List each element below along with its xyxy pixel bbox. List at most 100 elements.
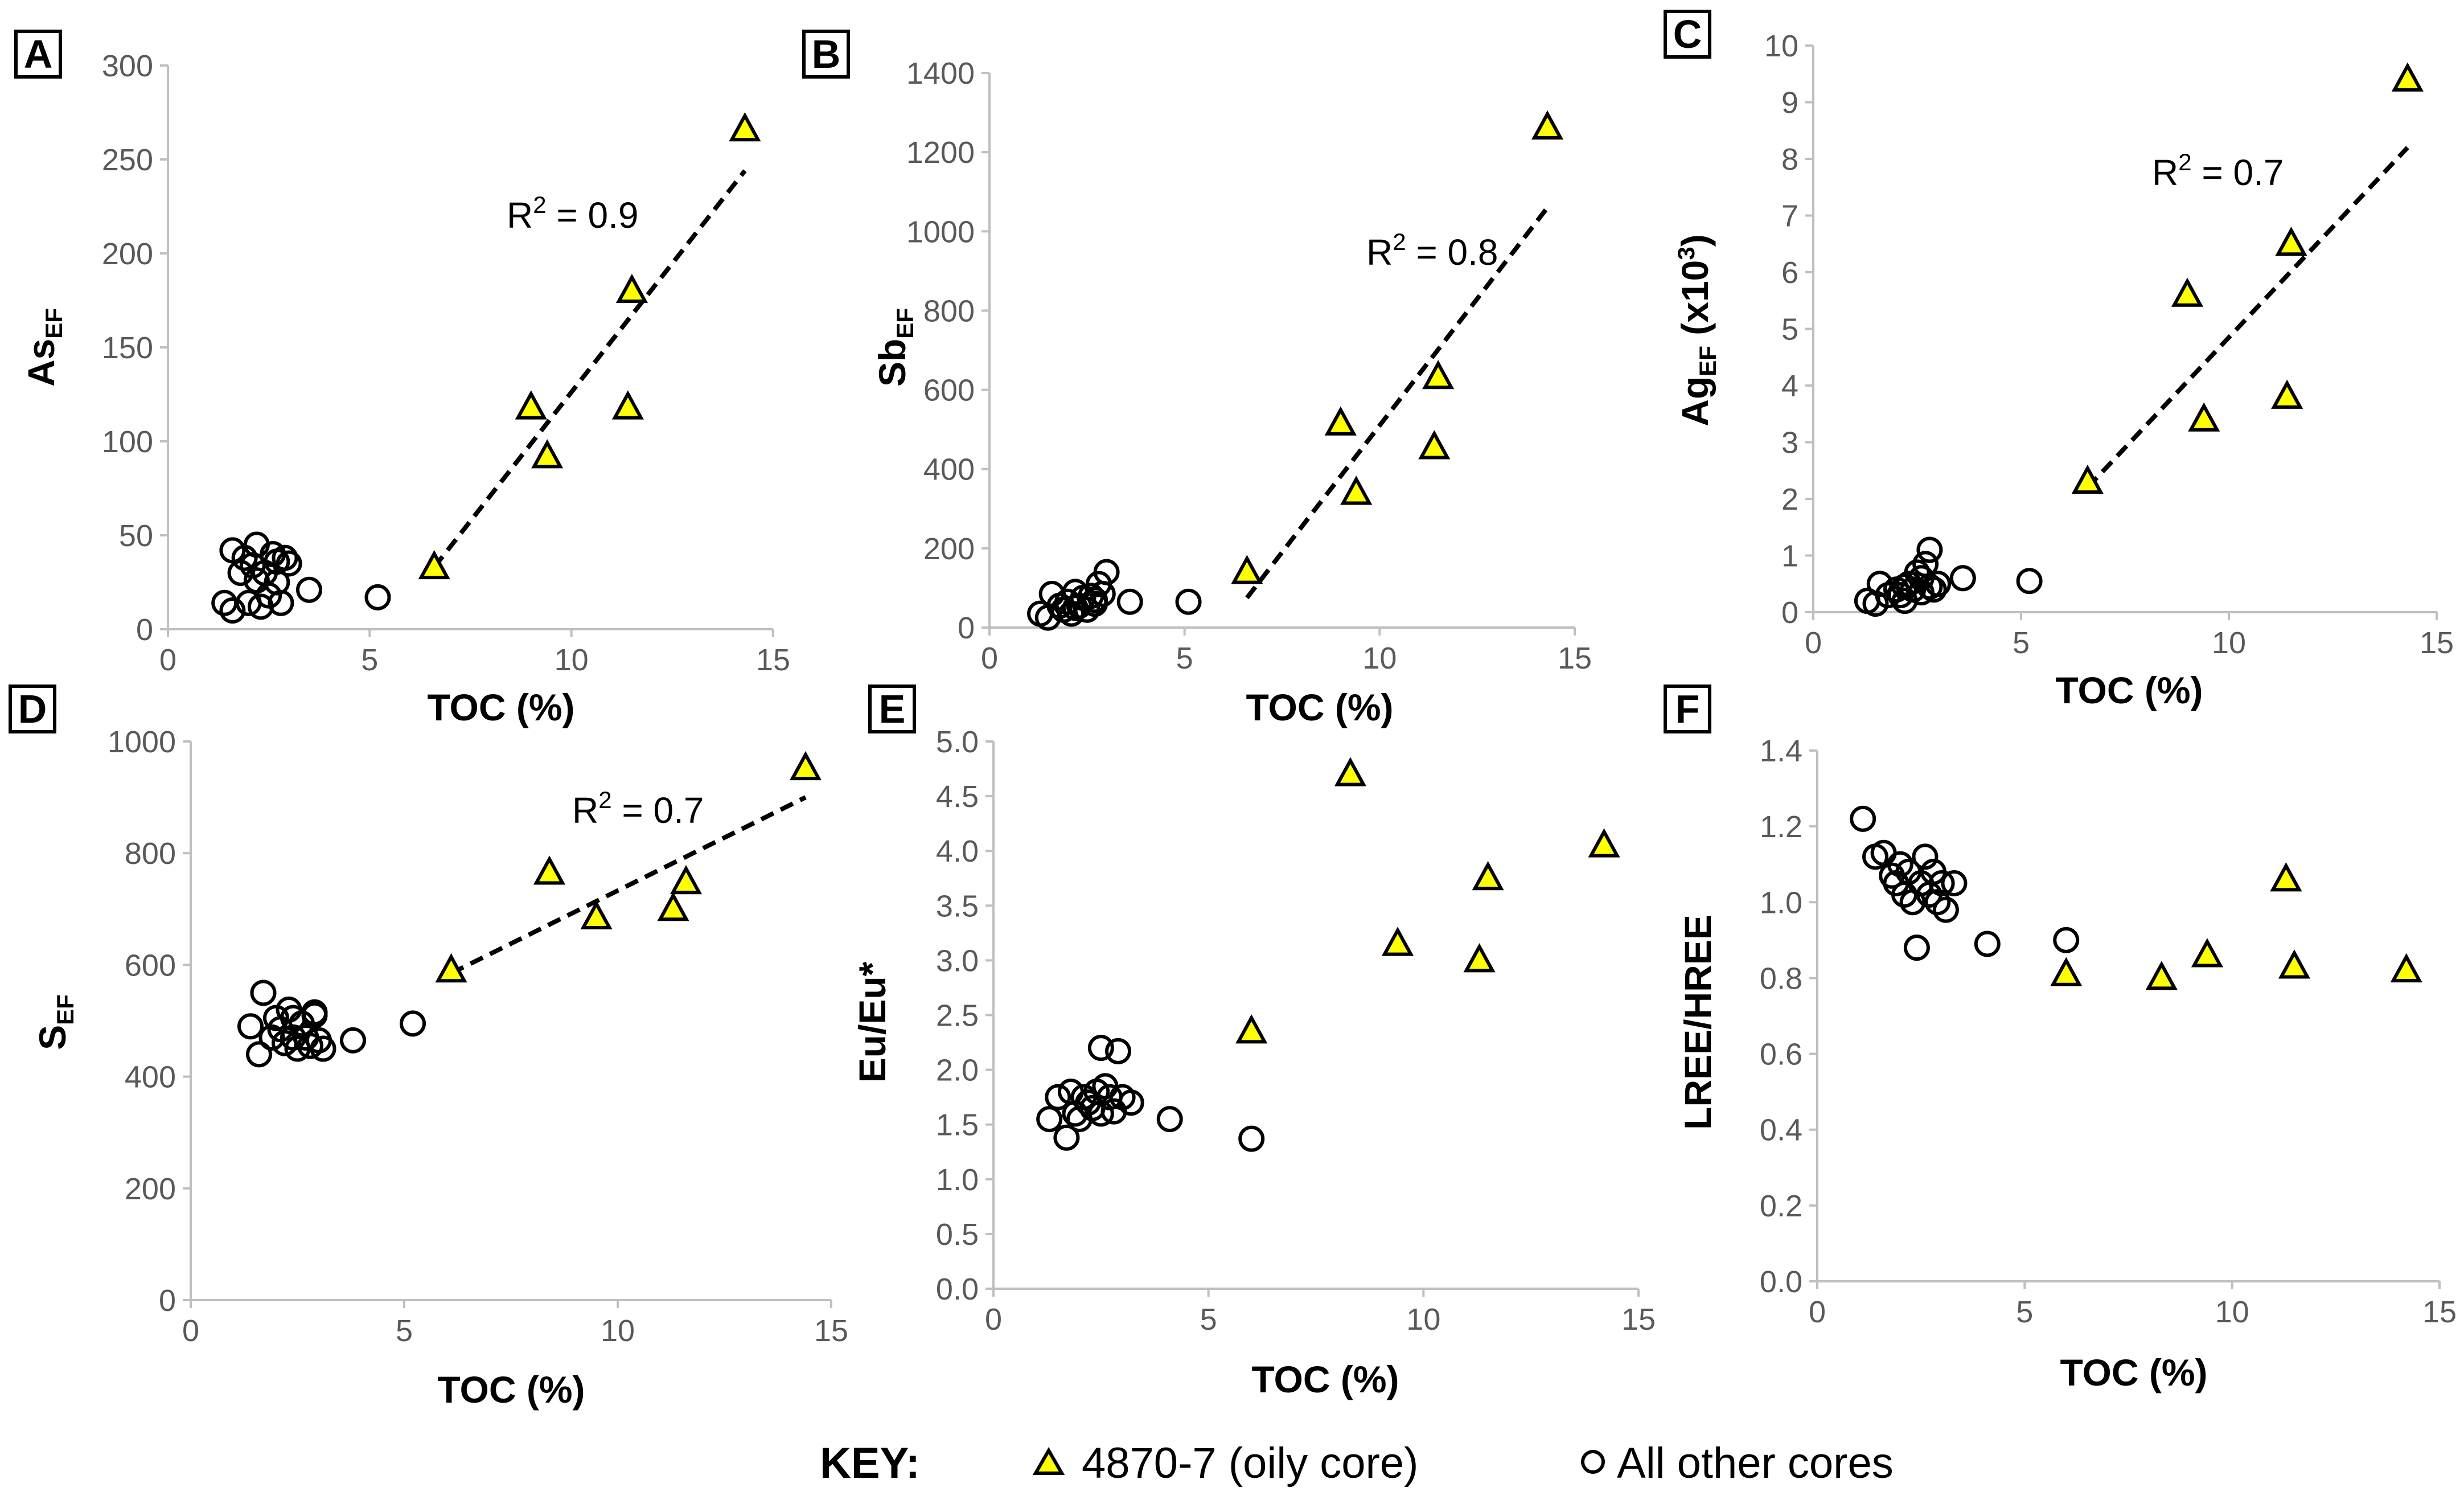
data-point-other-core [1118, 1089, 1144, 1116]
y-axis-label-subscript: EF [1694, 346, 1721, 376]
y-axis-label-suffix: (x10 [1674, 260, 1716, 346]
trendline [1245, 206, 1550, 600]
x-tick-label: 0 [985, 1302, 1002, 1337]
data-point-other-core [268, 589, 294, 616]
data-point-other-core [1903, 935, 1930, 961]
data-point-oily-core [670, 864, 703, 895]
x-tick-label: 10 [2215, 1295, 2249, 1329]
y-tick-label: 0 [159, 1284, 176, 1318]
y-tick-label: 4 [1781, 369, 1798, 403]
data-point-other-core [219, 597, 246, 624]
y-tick-label: 0.2 [1760, 1189, 1802, 1223]
data-point-oily-core [1381, 927, 1414, 956]
r-squared-r: R [507, 195, 533, 236]
data-point-oily-core [2278, 949, 2311, 979]
r-squared-r: R [2152, 152, 2178, 193]
data-point-other-core [1116, 588, 1143, 615]
data-point-oily-core [1340, 476, 1373, 505]
x-axis-label: TOC (%) [2055, 669, 2203, 711]
x-tick-label: 0 [182, 1314, 199, 1348]
data-point-oily-core [1463, 943, 1496, 973]
panel-label-box [14, 30, 62, 79]
data-point-other-core [1932, 896, 1959, 923]
panel-f: 0 5 10 15 0.0 0.2 0.4 0.6 0.8 1.0 1.2 1.4 TOC (%) LRE… [1664, 685, 2457, 1393]
x-tick-label: 10 [601, 1314, 635, 1348]
data-point-other-core [1175, 588, 1202, 615]
data-point-other-core [1916, 536, 1943, 563]
y-tick-label: 5.0 [936, 725, 979, 759]
panel-label-box [868, 685, 916, 733]
y-tick-label: 600 [125, 948, 176, 982]
data-point-other-core [400, 1010, 426, 1037]
y-axis-label-main: As [20, 339, 62, 387]
y-axis-label-subscript: EF [40, 308, 67, 339]
data-point-other-core [1036, 1106, 1063, 1133]
y-tick-label: 0.0 [936, 1272, 979, 1306]
y-tick-label: 100 [102, 425, 153, 459]
y-axis-label-subscript: EF [52, 994, 79, 1025]
y-tick-label: 4.0 [936, 834, 979, 868]
y-axis-label-subscript: EF [892, 308, 918, 339]
data-point-oily-core [515, 390, 547, 420]
data-point-oily-core [2188, 402, 2220, 432]
y-axis-label-main: LREE/HREE [1677, 915, 1719, 1130]
x-axis-label: TOC (%) [437, 1368, 585, 1411]
x-tick-label: 15 [756, 643, 790, 677]
r-squared-r: R [1366, 232, 1393, 273]
y-tick-label: 1.0 [1760, 886, 1802, 920]
panel-label-box [1664, 685, 1711, 733]
y-tick-label: 800 [923, 294, 975, 328]
r-squared-value: = 0.9 [547, 195, 639, 236]
x-axis-label: TOC (%) [1246, 686, 1393, 728]
data-point-oily-core [531, 439, 564, 469]
y-tick-label: 1 [1781, 539, 1798, 573]
data-point-oily-core [2050, 957, 2083, 986]
data-point-other-core [263, 1005, 289, 1031]
y-tick-label: 200 [102, 237, 153, 271]
panel-label: F [1675, 687, 1700, 731]
y-tick-label: 1400 [906, 56, 975, 91]
y-tick-label: 400 [125, 1060, 176, 1095]
data-point-oily-core [1235, 1014, 1268, 1044]
data-point-other-core [1850, 805, 1876, 832]
x-tick-label: 5 [2013, 626, 2030, 660]
panel-label: A [24, 32, 53, 76]
y-tick-label: 1000 [108, 725, 176, 759]
panel-label: B [812, 32, 841, 76]
y-tick-label: 150 [102, 331, 153, 365]
y-axis-label-main: S [31, 1025, 73, 1050]
y-tick-label: 1000 [906, 215, 975, 249]
x-tick-label: 0 [159, 643, 176, 677]
y-axis-label-suffix-end: ) [1674, 234, 1716, 247]
y-tick-label: 2.0 [936, 1054, 979, 1088]
x-axis-label: TOC (%) [427, 686, 574, 728]
r-squared-sup: 2 [2178, 149, 2191, 175]
data-point-other-core [1924, 889, 1951, 916]
y-axis-label: LREE/HREE [1677, 915, 1719, 1130]
data-point-oily-core [2145, 961, 2178, 990]
x-tick-label: 10 [555, 643, 589, 677]
r-squared-label: R2 = 0.8 [1366, 228, 1498, 273]
data-point-oily-core [2191, 938, 2224, 968]
y-axis-label: AsEF [20, 308, 67, 387]
y-tick-label: 6 [1781, 256, 1798, 290]
x-tick-label: 5 [1176, 641, 1193, 675]
data-point-other-core [364, 584, 391, 610]
x-tick-label: 5 [361, 643, 378, 677]
y-tick-label: 2 [1781, 482, 1798, 517]
data-point-other-core [1045, 1084, 1071, 1110]
data-point-other-core [310, 1035, 336, 1062]
y-axis-label-superscript: 3 [1673, 247, 1699, 260]
y-axis-label-main: Ag [1674, 376, 1716, 427]
r-squared-value: = 0.8 [1406, 232, 1498, 273]
y-tick-label: 0.0 [1760, 1265, 1802, 1299]
panel-b: 0 5 10 15 0 200 400 600 800 1000 1200 1400 TOC (%) Sb… [802, 30, 1592, 728]
data-point-oily-core [435, 953, 467, 983]
y-tick-label: 1.5 [936, 1108, 979, 1142]
y-tick-label: 8 [1781, 142, 1798, 177]
r-squared-label: R2 = 0.7 [572, 786, 704, 831]
panel-label: D [18, 687, 47, 731]
x-tick-label: 5 [2016, 1295, 2033, 1329]
